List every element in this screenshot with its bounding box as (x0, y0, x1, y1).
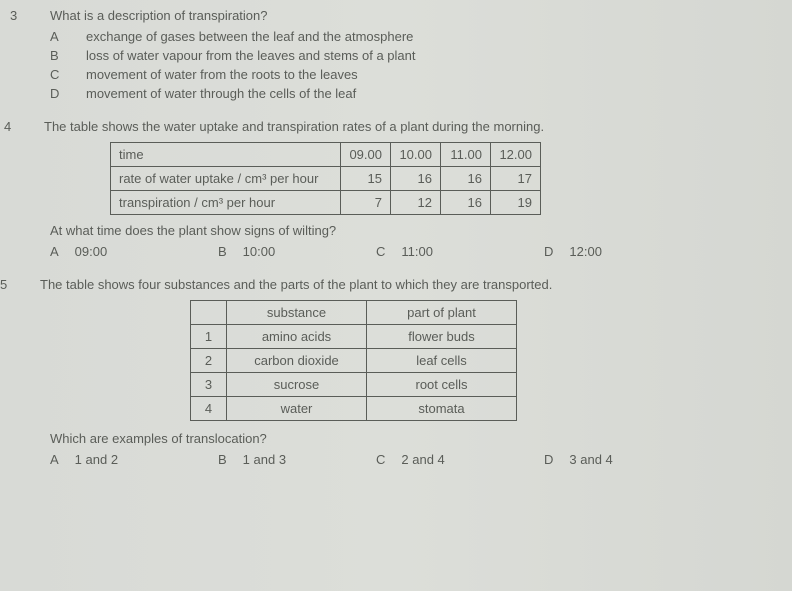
choice-text: exchange of gases between the leaf and t… (86, 29, 413, 44)
q5-table: substance part of plant 1 amino acids fl… (190, 300, 517, 421)
q3-text: What is a description of transpiration? (50, 8, 772, 23)
table-row: 1 amino acids flower buds (191, 325, 517, 349)
table-cell: 1 (191, 325, 227, 349)
table-cell: 16 (441, 191, 491, 215)
table-cell: water (227, 397, 367, 421)
choice-text: 1 and 2 (75, 452, 118, 467)
table-cell: 3 (191, 373, 227, 397)
table-cell: 11.00 (441, 143, 491, 167)
q5-text: The table shows four substances and the … (40, 277, 772, 292)
choice-letter: D (544, 244, 553, 259)
question-3: 3 What is a description of transpiration… (10, 8, 772, 101)
q4-choice-a[interactable]: A 09:00 (50, 244, 218, 259)
table-row: 4 water stomata (191, 397, 517, 421)
q5-subtext: Which are examples of translocation? (50, 431, 772, 446)
table-cell: sucrose (227, 373, 367, 397)
q4-number: 4 (4, 119, 20, 134)
q4-choice-b[interactable]: B 10:00 (218, 244, 376, 259)
choice-letter: C (50, 67, 66, 82)
table-cell: amino acids (227, 325, 367, 349)
table-row: 3 sucrose root cells (191, 373, 517, 397)
q3-choice-a[interactable]: A exchange of gases between the leaf and… (50, 29, 772, 44)
choice-letter: A (50, 244, 59, 259)
table-header: substance (227, 301, 367, 325)
table-cell: leaf cells (367, 349, 517, 373)
table-row: 2 carbon dioxide leaf cells (191, 349, 517, 373)
table-cell: rate of water uptake / cm³ per hour (111, 167, 341, 191)
q4-subtext: At what time does the plant show signs o… (50, 223, 772, 238)
q3-choice-c[interactable]: C movement of water from the roots to th… (50, 67, 772, 82)
q4-choice-c[interactable]: C 11:00 (376, 244, 544, 259)
choice-letter: D (544, 452, 553, 467)
choice-letter: A (50, 29, 66, 44)
choice-text: movement of water from the roots to the … (86, 67, 358, 82)
q5-choice-c[interactable]: C 2 and 4 (376, 452, 544, 467)
choice-letter: A (50, 452, 59, 467)
table-row: time 09.00 10.00 11.00 12.00 (111, 143, 541, 167)
choice-text: 10:00 (243, 244, 276, 259)
q3-choice-d[interactable]: D movement of water through the cells of… (50, 86, 772, 101)
table-cell: 17 (491, 167, 541, 191)
table-cell: 16 (441, 167, 491, 191)
table-row: transpiration / cm³ per hour 7 12 16 19 (111, 191, 541, 215)
choice-text: 2 and 4 (401, 452, 444, 467)
choice-text: 11:00 (401, 244, 433, 259)
table-cell: 12.00 (491, 143, 541, 167)
table-header (191, 301, 227, 325)
choice-text: loss of water vapour from the leaves and… (86, 48, 416, 63)
q3-number: 3 (10, 8, 26, 23)
table-cell: 19 (491, 191, 541, 215)
table-row: rate of water uptake / cm³ per hour 15 1… (111, 167, 541, 191)
q5-choice-d[interactable]: D 3 and 4 (544, 452, 694, 467)
table-cell: 15 (341, 167, 391, 191)
choice-text: movement of water through the cells of t… (86, 86, 356, 101)
table-cell: 12 (391, 191, 441, 215)
table-cell: transpiration / cm³ per hour (111, 191, 341, 215)
table-header: part of plant (367, 301, 517, 325)
q4-table: time 09.00 10.00 11.00 12.00 rate of wat… (110, 142, 541, 215)
table-cell: 16 (391, 167, 441, 191)
q4-text: The table shows the water uptake and tra… (44, 119, 772, 134)
table-cell: 4 (191, 397, 227, 421)
table-cell: time (111, 143, 341, 167)
table-row: substance part of plant (191, 301, 517, 325)
question-4: 4 The table shows the water uptake and t… (10, 119, 772, 259)
q5-number: 5 (0, 277, 16, 292)
table-cell: root cells (367, 373, 517, 397)
choice-text: 12:00 (569, 244, 602, 259)
table-cell: 10.00 (391, 143, 441, 167)
choice-letter: B (218, 452, 227, 467)
choice-text: 09:00 (75, 244, 108, 259)
q5-choice-b[interactable]: B 1 and 3 (218, 452, 376, 467)
choice-letter: B (50, 48, 66, 63)
choice-text: 1 and 3 (243, 452, 286, 467)
q5-choice-a[interactable]: A 1 and 2 (50, 452, 218, 467)
table-cell: 2 (191, 349, 227, 373)
choice-letter: C (376, 452, 385, 467)
table-cell: flower buds (367, 325, 517, 349)
table-cell: stomata (367, 397, 517, 421)
table-cell: carbon dioxide (227, 349, 367, 373)
table-cell: 7 (341, 191, 391, 215)
q4-choice-d[interactable]: D 12:00 (544, 244, 694, 259)
choice-letter: B (218, 244, 227, 259)
choice-letter: D (50, 86, 66, 101)
choice-text: 3 and 4 (569, 452, 612, 467)
q3-choice-b[interactable]: B loss of water vapour from the leaves a… (50, 48, 772, 63)
table-cell: 09.00 (341, 143, 391, 167)
question-5: 5 The table shows four substances and th… (10, 277, 772, 467)
choice-letter: C (376, 244, 385, 259)
